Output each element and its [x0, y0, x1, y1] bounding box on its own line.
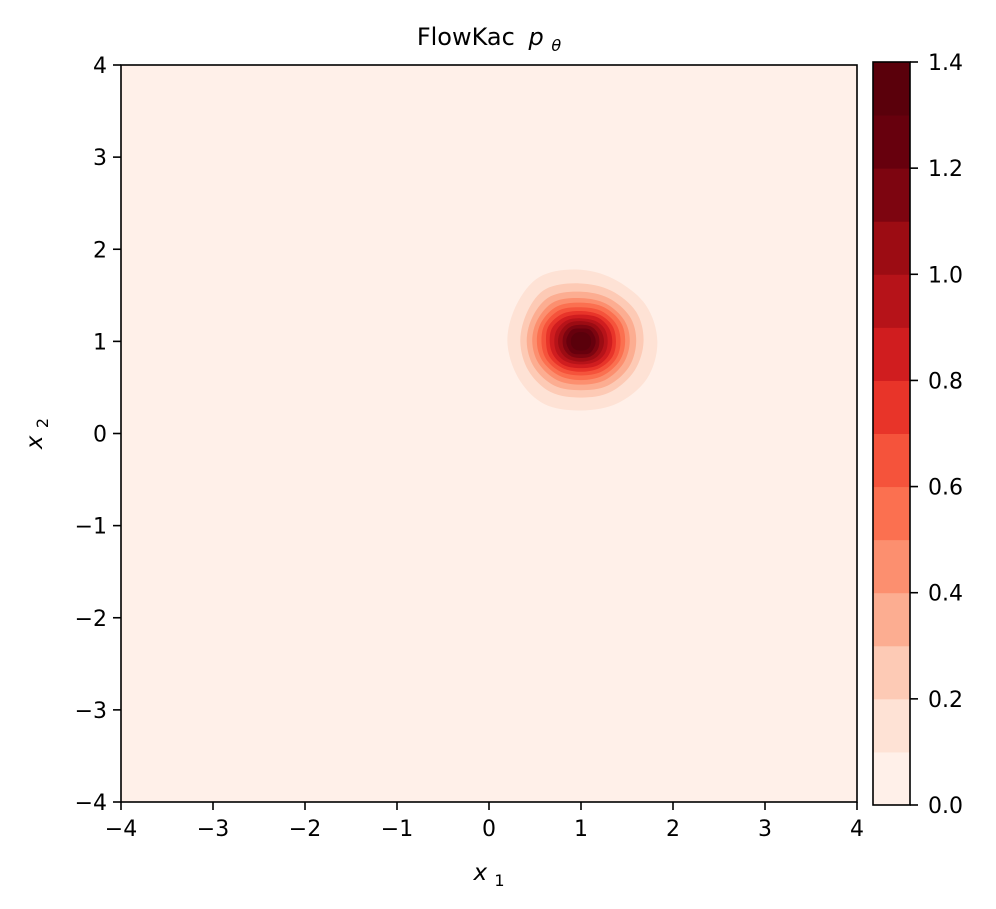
colorbar-segment	[873, 592, 910, 647]
colorbar-segments	[873, 62, 910, 806]
chart-title: FlowKac p θ	[417, 23, 562, 55]
colorbar-tick-label: 1.0	[928, 263, 963, 288]
colorbar-segment	[873, 274, 910, 328]
x-tick-label: 1	[574, 817, 588, 842]
y-tick-label: 0	[93, 423, 107, 448]
x-tick-label: 3	[758, 817, 772, 842]
colorbar-segment	[873, 327, 910, 381]
x-axis-label: x 1	[472, 860, 504, 890]
title-text: FlowKac	[417, 23, 515, 51]
plot-background	[121, 65, 857, 802]
y-axis-label-subscript: 2	[33, 418, 52, 428]
x-tick-label: 4	[850, 817, 864, 842]
y-tick-label: −3	[75, 699, 107, 724]
title-symbol-subscript: θ	[551, 36, 561, 55]
colorbar-segment	[873, 486, 910, 541]
x-tick-label: −2	[289, 817, 321, 842]
y-tick-label: 1	[93, 330, 107, 355]
colorbar-tick-label: 1.4	[928, 51, 963, 76]
x-axis-label-subscript: 1	[494, 871, 504, 890]
colorbar-tick-label: 0.4	[928, 582, 963, 607]
y-axis-label: x 2	[22, 418, 52, 450]
colorbar-frame	[872, 61, 911, 806]
x-tick-label: 0	[482, 817, 496, 842]
colorbar-tick-label: 0.2	[928, 688, 963, 713]
contour-fill-level-1.3	[570, 332, 592, 351]
y-axis: −4 −3 −2 −1 0 1 2 3 4	[75, 54, 121, 816]
x-axis: −4 −3 −2 −1 0 1 2 3 4	[105, 802, 864, 842]
colorbar-segment	[873, 62, 910, 116]
x-tick-label: −4	[105, 817, 137, 842]
colorbar-tick-label: 0.6	[928, 476, 963, 501]
y-tick-label: −2	[75, 607, 107, 632]
colorbar-segment	[873, 433, 910, 488]
y-tick-label: 3	[93, 146, 107, 171]
y-tick-label: 2	[93, 238, 107, 263]
colorbar-segment	[873, 115, 910, 169]
title-symbol: p	[527, 23, 543, 51]
plot-area	[120, 64, 858, 803]
colorbar-tick-label: 0.0	[928, 794, 963, 819]
x-tick-label: −1	[381, 817, 413, 842]
y-tick-label: −1	[75, 515, 107, 540]
colorbar-tick-label: 0.8	[928, 369, 963, 394]
y-tick-label: −4	[75, 791, 107, 816]
y-axis-label-main: x	[22, 435, 48, 450]
y-tick-label: 4	[93, 54, 107, 79]
x-axis-label-main: x	[472, 860, 487, 886]
x-tick-label: −3	[197, 817, 229, 842]
x-tick-label: 2	[666, 817, 680, 842]
colorbar-segment	[873, 168, 910, 222]
colorbar-segment	[873, 380, 910, 434]
colorbar-segment	[873, 751, 910, 806]
colorbar: 0.0 0.2 0.4 0.6 0.8 1.0 1.2 1.4	[872, 51, 963, 819]
colorbar-segment	[873, 539, 910, 594]
colorbar-segment	[873, 698, 910, 753]
contour-fills	[507, 269, 658, 411]
colorbar-ticks: 0.0 0.2 0.4 0.6 0.8 1.0 1.2 1.4	[910, 51, 963, 819]
colorbar-segment	[873, 221, 910, 275]
colorbar-tick-label: 1.2	[928, 157, 963, 182]
colorbar-segment	[873, 645, 910, 700]
